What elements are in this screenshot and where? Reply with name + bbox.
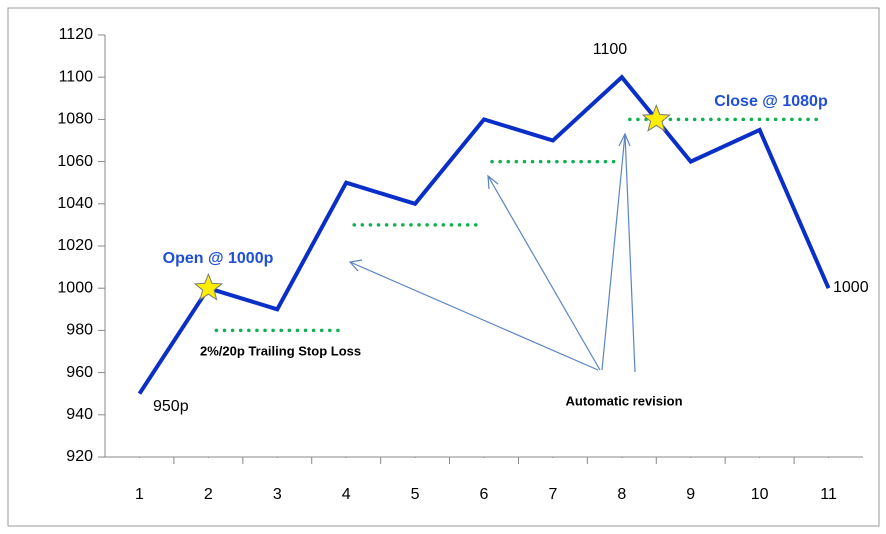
x-tick-label: 8 xyxy=(617,486,626,503)
annotation: Open @ 1000p xyxy=(163,250,274,267)
x-tick-label: 9 xyxy=(686,486,695,503)
line-series xyxy=(137,74,831,395)
x-tick-label: 4 xyxy=(342,486,351,503)
x-tick-label: 10 xyxy=(751,486,769,503)
arrow-head xyxy=(348,259,363,272)
x-tick-label: 1 xyxy=(135,486,144,503)
chart-frame xyxy=(7,7,880,527)
arrow-head xyxy=(618,132,631,147)
y-tick-label: 920 xyxy=(66,448,93,465)
y-tick-label: 1040 xyxy=(57,195,93,212)
y-tick-label: 940 xyxy=(66,406,93,423)
y-tick-label: 1120 xyxy=(59,26,94,43)
arrow-head xyxy=(487,174,499,190)
annotation: Close @ 1080p xyxy=(714,93,828,110)
arrow xyxy=(349,261,599,371)
x-tick-label: 2 xyxy=(204,486,213,503)
y-tick-label: 960 xyxy=(66,364,93,381)
x-tick-label: 7 xyxy=(548,486,557,503)
y-tick-label: 1100 xyxy=(59,68,94,85)
arrow xyxy=(624,133,636,373)
arrows xyxy=(348,132,636,373)
annotation: 1100 xyxy=(593,41,628,58)
y-tick-label: 1020 xyxy=(57,237,93,254)
x-tick-label: 11 xyxy=(820,486,837,503)
x-tick-label: 3 xyxy=(273,486,282,503)
annotation: Automatic revision xyxy=(565,393,682,408)
star-marker xyxy=(641,104,671,132)
annotation: 950p xyxy=(153,398,189,415)
y-tick-label: 1000 xyxy=(57,279,93,296)
y-tick-label: 1060 xyxy=(57,153,93,170)
y-tick-label: 1080 xyxy=(57,111,93,128)
annotation: 2%/20p Trailing Stop Loss xyxy=(200,343,361,358)
arrow xyxy=(601,133,626,371)
star-marker xyxy=(193,272,224,301)
y-tick-label: 980 xyxy=(66,322,93,339)
annotation: 1000 xyxy=(833,279,869,296)
x-tick-label: 5 xyxy=(411,486,420,503)
x-tick-label: 6 xyxy=(480,486,489,503)
arrow xyxy=(487,175,601,371)
